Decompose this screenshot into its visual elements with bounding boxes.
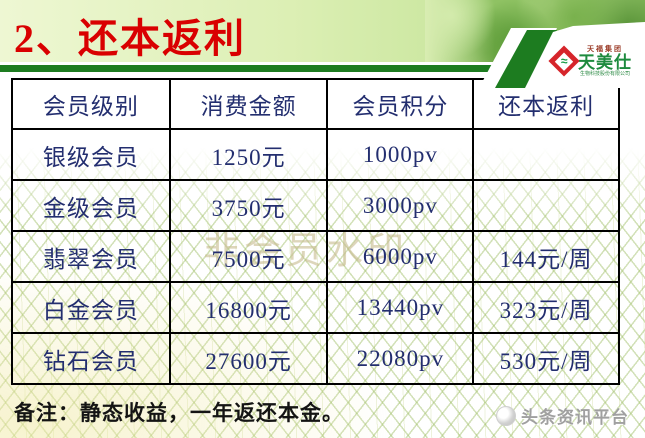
header-member-points: 会员积分: [326, 78, 475, 130]
wave-glyph: ≈: [560, 54, 568, 68]
diamond-inner: ≈: [554, 51, 574, 71]
table-cell: 6000pv: [326, 230, 475, 283]
table-cell: 27600元: [168, 332, 329, 385]
logo-group-name: 天福集团: [587, 45, 623, 53]
table-cell: 22080pv: [326, 332, 475, 385]
table-row: 翡翠会员 7500元 6000pv 144元/周: [11, 230, 620, 283]
table-cell: 3750元: [168, 179, 329, 232]
logo-text: 天福集团 天美仕 生物科技股份有限公司: [578, 46, 632, 77]
table-cell: 7500元: [168, 230, 329, 283]
header-member-level: 会员级别: [11, 78, 171, 130]
table-cell: 1000pv: [326, 128, 475, 181]
membership-rebate-table: 会员级别 消费金额 会员积分 还本返利 银级会员 1250元 1000pv 金级…: [11, 78, 620, 385]
table-cell: 金级会员: [11, 179, 171, 232]
foliage-fade: [425, 0, 495, 62]
table-cell: 13440pv: [326, 281, 475, 334]
table-cell: 1250元: [168, 128, 329, 181]
logo-brand-name: 天美仕: [578, 52, 632, 72]
table-cell: [472, 128, 620, 181]
brand-zone: ≈ 天福集团 天美仕 生物科技股份有限公司: [425, 0, 645, 88]
table-cell: 银级会员: [11, 128, 171, 181]
note-text: 备注：静态收益，一年返还本金。: [14, 401, 344, 425]
logo-subtitle: 生物科技股份有限公司: [579, 70, 630, 77]
platform-logo-icon: [496, 405, 516, 426]
diamond-logo-icon: ≈: [548, 45, 580, 77]
divider-bar: [0, 65, 645, 72]
table-cell: 钻石会员: [11, 332, 171, 385]
table-cell: 530元/周: [472, 332, 620, 385]
table-cell: 白金会员: [11, 281, 171, 334]
platform-badge: 头条资讯平台: [496, 403, 629, 428]
table-row: 钻石会员 27600元 22080pv 530元/周: [11, 332, 620, 385]
table-cell: 323元/周: [472, 281, 620, 334]
table-cell: 3000pv: [326, 179, 475, 232]
table-cell: [472, 179, 620, 232]
table-header-row: 会员级别 消费金额 会员积分 还本返利: [11, 78, 620, 130]
table-row: 白金会员 16800元 13440pv 323元/周: [11, 281, 620, 334]
table-cell: 翡翠会员: [11, 230, 171, 283]
table-cell: 16800元: [168, 281, 329, 334]
platform-name: 头条资讯平台: [521, 408, 629, 428]
slide-title: 2、还本返利: [14, 16, 246, 61]
table-row: 银级会员 1250元 1000pv: [11, 128, 620, 181]
header-spend-amount: 消费金额: [168, 78, 329, 130]
table-row: 金级会员 3750元 3000pv: [11, 179, 620, 232]
table-cell: 144元/周: [472, 230, 620, 283]
brand-logo: ≈ 天福集团 天美仕 生物科技股份有限公司: [548, 44, 643, 78]
